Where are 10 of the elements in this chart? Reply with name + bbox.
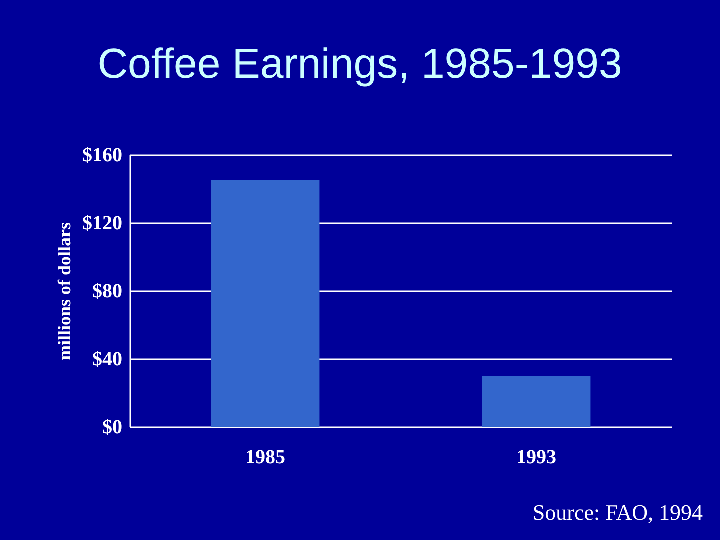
y-tick-label: $160 bbox=[82, 144, 122, 166]
y-tick-label: $40 bbox=[92, 348, 122, 370]
y-tick-label: $0 bbox=[102, 416, 122, 438]
x-tick-label: 1985 bbox=[246, 446, 286, 468]
y-tick-label: $80 bbox=[92, 280, 122, 302]
source-note: Source: FAO, 1994 bbox=[532, 500, 703, 525]
chart-title: Coffee Earnings, 1985-1993 bbox=[98, 40, 622, 87]
y-axis-title: millions of dollars bbox=[54, 222, 74, 361]
x-tick-label: 1993 bbox=[516, 446, 556, 468]
y-tick-label: $120 bbox=[82, 212, 122, 234]
